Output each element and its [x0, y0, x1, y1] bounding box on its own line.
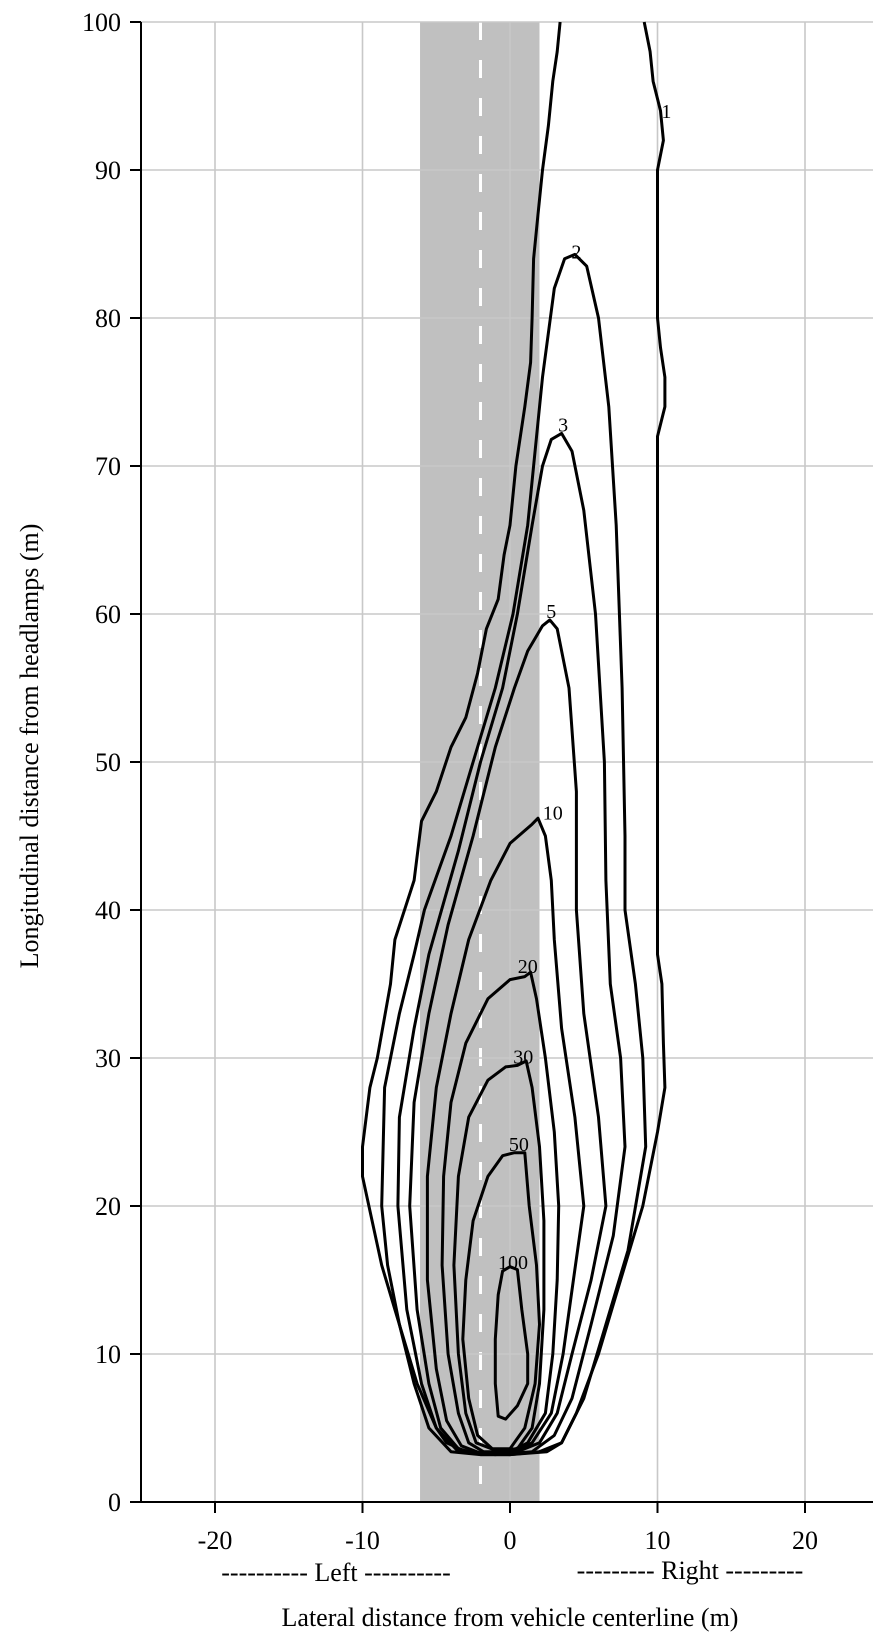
- y-tick-label: 50: [95, 748, 121, 777]
- y-tick-label: 0: [108, 1488, 121, 1517]
- x-tick-label: 0: [504, 1526, 517, 1555]
- y-tick-label: 90: [95, 156, 121, 185]
- y-tick-label: 10: [95, 1340, 121, 1369]
- contour-label-3: 3: [558, 415, 568, 437]
- tick-label-layer: 0 10 20 30 40 50 60 70 80 90 100 -20 -10 0 10 20: [82, 8, 818, 1555]
- y-axis-title: Longitudinal distance from headlamps (m): [15, 524, 44, 969]
- right-side-label: --------- Right ---------: [577, 1556, 804, 1585]
- y-tick-label: 80: [95, 304, 121, 333]
- x-tick-label: -10: [345, 1526, 380, 1555]
- contour-label-10: 10: [543, 802, 563, 824]
- y-tick-label: 70: [95, 452, 121, 481]
- y-tick-label: 20: [95, 1192, 121, 1221]
- contour-label-30: 30: [513, 1047, 533, 1069]
- contour-line-50: [461, 1151, 541, 1451]
- x-tick-label: -20: [198, 1526, 233, 1555]
- x-tick-label: 20: [792, 1526, 818, 1555]
- y-tick-label: 100: [82, 8, 121, 37]
- contour-label-100: 100: [498, 1252, 528, 1274]
- contour-label-20: 20: [518, 956, 538, 978]
- contour-line-20: [440, 970, 561, 1454]
- contour-label-50: 50: [509, 1134, 529, 1156]
- contour-line-100: [493, 1265, 530, 1421]
- contour-label-layer: 1 2 3 5 10 20 30 50 100: [498, 101, 671, 1274]
- y-tick-label: 30: [95, 1044, 121, 1073]
- contour-layer: [361, 21, 667, 1457]
- contour-label-1: 1: [661, 101, 671, 123]
- contour-label-2: 2: [571, 241, 581, 263]
- y-tick-label: 40: [95, 896, 121, 925]
- left-side-label: ---------- Left ----------: [221, 1558, 450, 1587]
- contour-line-1: [361, 21, 667, 1457]
- contour-label-5: 5: [546, 601, 556, 623]
- x-axis-title: Lateral distance from vehicle centerline…: [282, 1603, 739, 1632]
- axes-layer: [130, 21, 873, 1513]
- x-tick-label: 10: [645, 1526, 671, 1555]
- y-tick-label: 60: [95, 600, 121, 629]
